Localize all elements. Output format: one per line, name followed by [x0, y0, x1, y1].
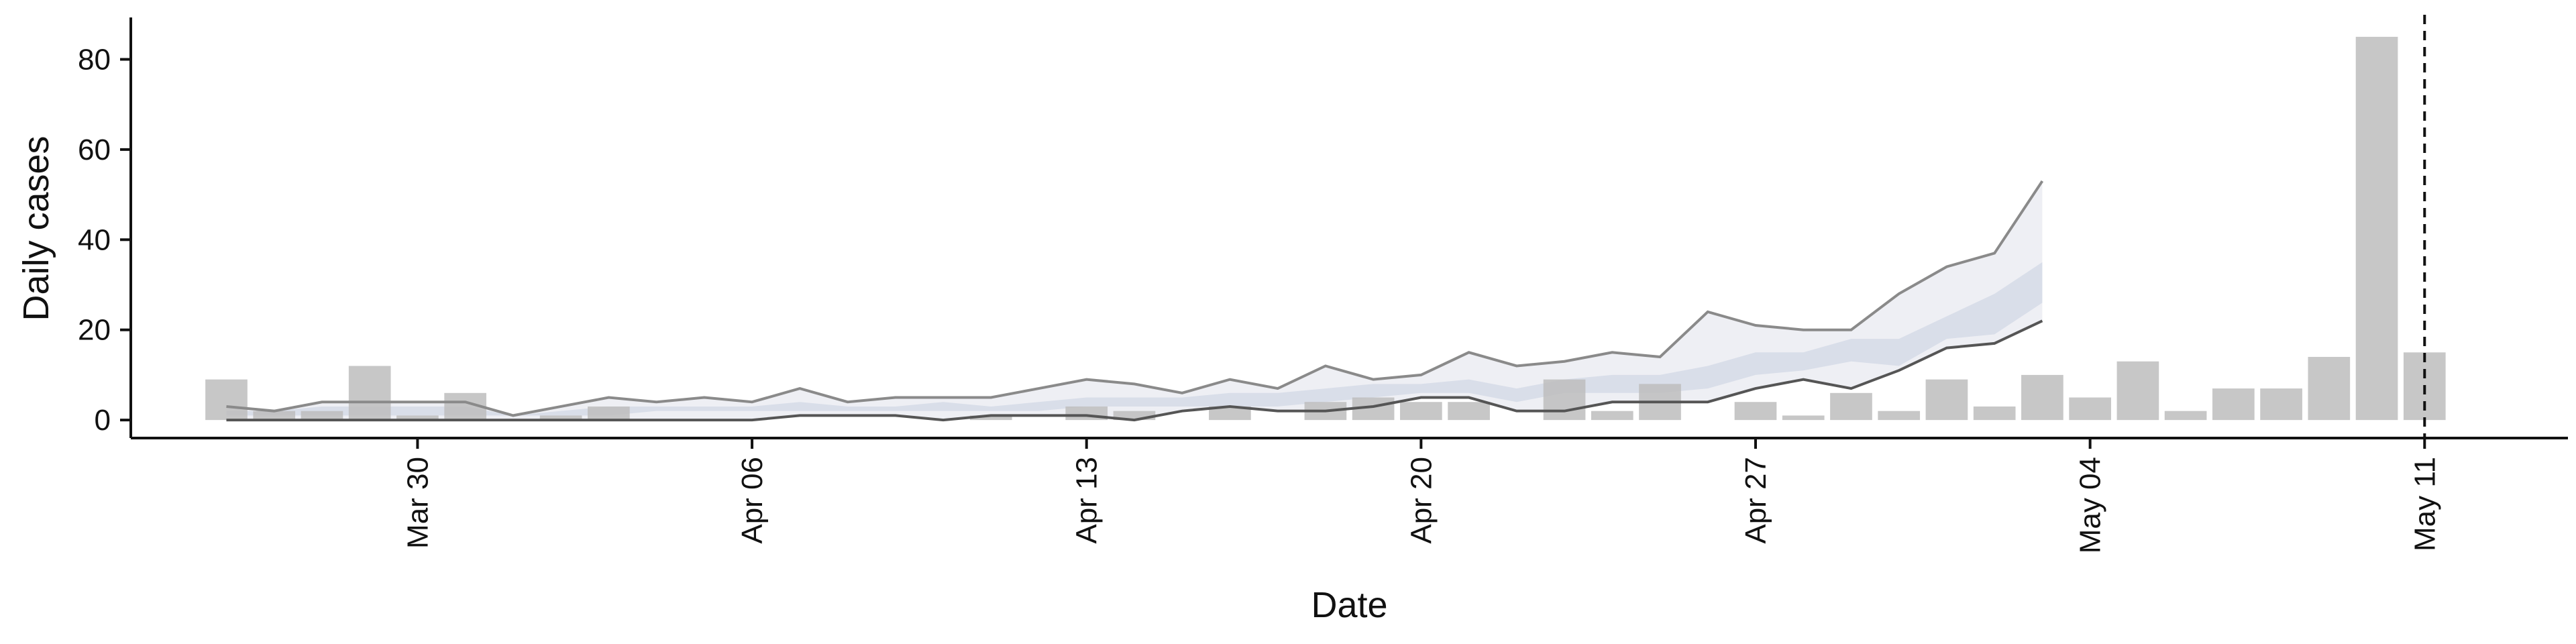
x-tick-label: May 11 [2408, 457, 2441, 551]
case-bar [1543, 379, 1586, 421]
case-bar [1209, 406, 1251, 421]
case-bar [1782, 415, 1825, 421]
forecast-upper-line [226, 180, 2044, 417]
forecast-bands [226, 180, 2043, 421]
case-bar [348, 366, 391, 421]
forecast-lines [226, 180, 2044, 422]
case-bar [301, 411, 343, 421]
case-bar [1830, 392, 1872, 421]
case-bar [1591, 411, 1633, 421]
y-axis-ticks: 0 20 40 60 80 [78, 43, 131, 437]
case-bar [1448, 402, 1490, 421]
y-tick-label: 40 [78, 223, 111, 256]
forecast-band-90 [226, 180, 2043, 421]
case-bar [539, 415, 582, 421]
case-bar [253, 411, 296, 421]
case-bar [2355, 36, 2398, 421]
x-tick-label: Apr 27 [1739, 457, 1772, 544]
y-axis-title: Daily cases [16, 136, 56, 321]
case-bar [1734, 402, 1777, 421]
case-bar [205, 379, 248, 421]
x-tick-label: Apr 06 [736, 457, 769, 544]
y-tick-label: 60 [78, 133, 111, 166]
case-bar [969, 415, 1012, 421]
case-bar [2164, 411, 2207, 421]
x-tick-label: Mar 30 [401, 457, 434, 549]
x-axis-title: Date [1311, 585, 1387, 625]
case-bar [1925, 379, 1968, 421]
axes [129, 17, 2568, 439]
y-tick-label: 20 [78, 314, 111, 347]
case-bar [1878, 411, 1921, 421]
x-tick-label: Apr 13 [1071, 457, 1104, 544]
case-bar [2069, 397, 2111, 421]
case-bar [2021, 374, 2063, 421]
case-bar [2308, 357, 2351, 421]
forecast-lower-line [226, 319, 2043, 422]
x-axis-ticks: Mar 30 Apr 06 Apr 13 Apr 20 Apr 27 May 04 May … [401, 438, 2441, 553]
y-tick-label: 0 [95, 404, 111, 437]
x-tick-label: Apr 20 [1405, 457, 1438, 544]
case-bar [1400, 402, 1442, 421]
x-tick-label: May 04 [2074, 457, 2107, 553]
y-tick-label: 80 [78, 43, 111, 76]
case-bars [205, 36, 2446, 421]
case-bar [2116, 361, 2159, 421]
case-bar [1973, 406, 2016, 421]
case-bar [396, 415, 439, 421]
case-bar [588, 406, 630, 421]
case-bar [2260, 388, 2302, 421]
case-bar [2212, 388, 2255, 421]
